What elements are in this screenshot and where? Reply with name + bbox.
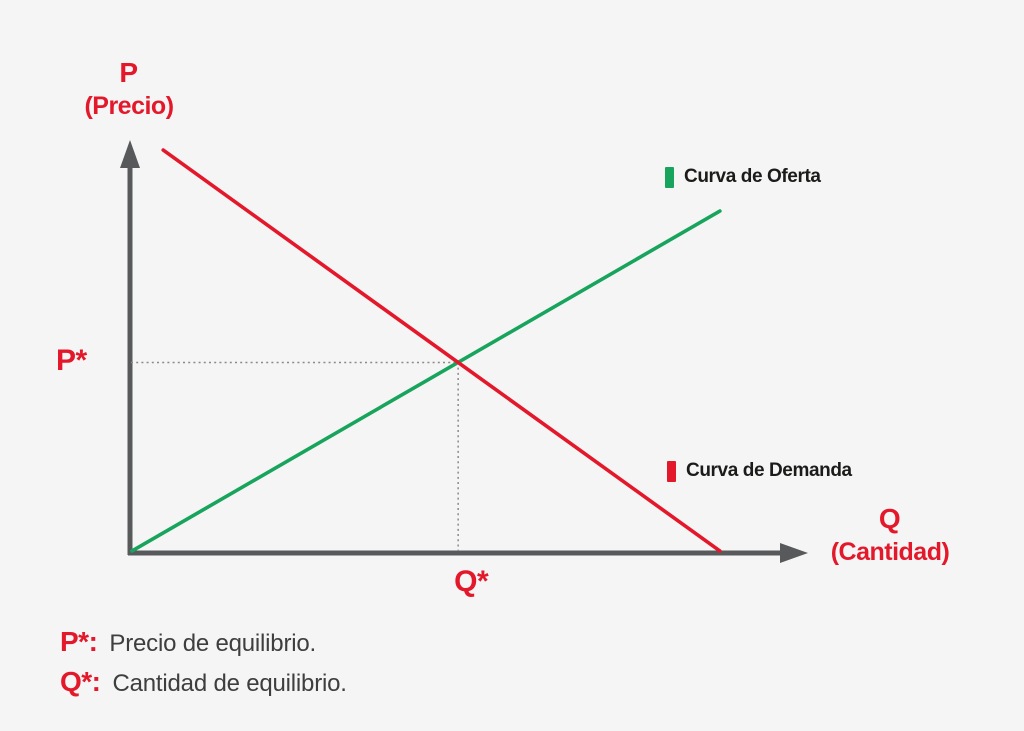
legend-label-supply: Curva de Oferta [684,166,821,187]
equilibrium-quantity-label: Q* [454,565,489,598]
plot-layer [130,148,722,553]
legend-label-demand: Curva de Demanda [686,460,852,481]
footnote-price-term: P*: [60,626,98,657]
footnote-price: P*: Precio de equilibrio. [60,626,347,666]
legend-item-demand: Curva de Demanda [667,460,852,482]
curve-demand [161,148,722,553]
footnote-quantity: Q*: Cantidad de equilibrio. [60,666,347,706]
legend-item-supply: Curva de Oferta [665,166,821,188]
x-axis-title: Q (Cantidad) [831,502,950,568]
equilibrium-price-label: P* [56,344,87,378]
footnote-price-text: Precio de equilibrio. [109,630,316,657]
x-axis-name: (Cantidad) [830,538,950,566]
footnote-quantity-term: Q*: [60,666,101,697]
y-axis-arrowhead-icon [120,140,140,168]
supply-swatch-icon [665,166,674,188]
curve-supply [130,209,722,553]
x-axis-symbol: Q [878,503,902,534]
footnotes: P*: Precio de equilibrio. Q*: Cantidad de … [60,626,347,706]
footnote-quantity-text: Cantidad de equilibrio. [112,670,347,697]
demand-swatch-icon [667,460,676,482]
y-axis-name: (Precio) [84,92,174,120]
y-axis-symbol: P [119,57,139,88]
x-axis-arrowhead-icon [780,543,808,563]
y-axis-title: P (Precio) [84,56,174,122]
